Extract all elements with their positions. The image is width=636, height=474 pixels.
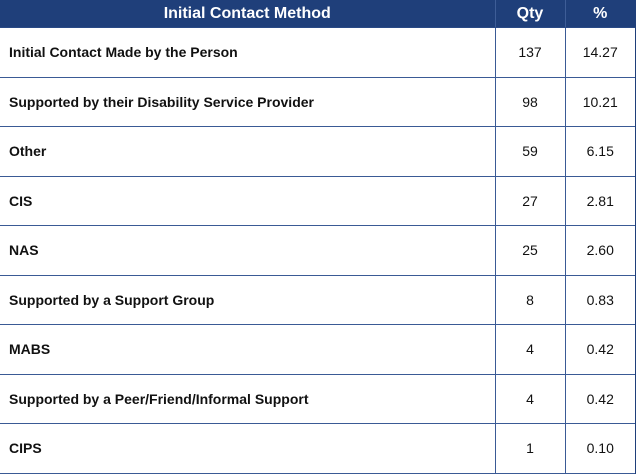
table-row: MABS 4 0.42	[0, 324, 636, 375]
method-cell: Other	[0, 126, 496, 177]
percent-cell: 10.21	[565, 77, 636, 127]
qty-cell: 1	[495, 423, 566, 474]
table-row: CIPS 1 0.10	[0, 423, 636, 474]
method-cell: Supported by a Support Group	[0, 275, 496, 325]
table-row: CIS 27 2.81	[0, 176, 636, 226]
method-cell: MABS	[0, 324, 496, 375]
header-row: Initial Contact Method Qty %	[0, 0, 636, 28]
method-cell: CIPS	[0, 423, 496, 474]
percent-cell: 0.42	[565, 324, 636, 375]
table-row: Other 59 6.15	[0, 126, 636, 177]
percent-cell: 2.60	[565, 225, 636, 276]
table-row: Initial Contact Made by the Person 137 1…	[0, 27, 636, 78]
percent-cell: 2.81	[565, 176, 636, 226]
method-cell: CIS	[0, 176, 496, 226]
method-cell: NAS	[0, 225, 496, 276]
table-row: Supported by a Support Group 8 0.83	[0, 275, 636, 325]
percent-cell: 0.83	[565, 275, 636, 325]
method-cell: Supported by a Peer/Friend/Informal Supp…	[0, 374, 496, 424]
qty-cell: 59	[495, 126, 566, 177]
percent-cell: 0.42	[565, 374, 636, 424]
table-header: Initial Contact Method Qty %	[0, 0, 636, 28]
percent-cell: 0.10	[565, 423, 636, 474]
qty-cell: 4	[495, 324, 566, 375]
method-cell: Initial Contact Made by the Person	[0, 27, 496, 78]
qty-cell: 98	[495, 77, 566, 127]
qty-cell: 27	[495, 176, 566, 226]
percent-cell: 6.15	[565, 126, 636, 177]
column-header-method: Initial Contact Method	[0, 0, 496, 28]
column-header-percent: %	[564, 0, 636, 28]
percent-cell: 14.27	[565, 27, 636, 78]
qty-cell: 137	[495, 27, 566, 78]
column-header-qty: Qty	[494, 0, 566, 28]
table-row: NAS 25 2.60	[0, 225, 636, 276]
qty-cell: 8	[495, 275, 566, 325]
table-row: Supported by a Peer/Friend/Informal Supp…	[0, 374, 636, 424]
method-cell: Supported by their Disability Service Pr…	[0, 77, 496, 127]
table-body: Initial Contact Made by the Person 137 1…	[0, 27, 636, 474]
table-row: Supported by their Disability Service Pr…	[0, 77, 636, 127]
qty-cell: 25	[495, 225, 566, 276]
qty-cell: 4	[495, 374, 566, 424]
